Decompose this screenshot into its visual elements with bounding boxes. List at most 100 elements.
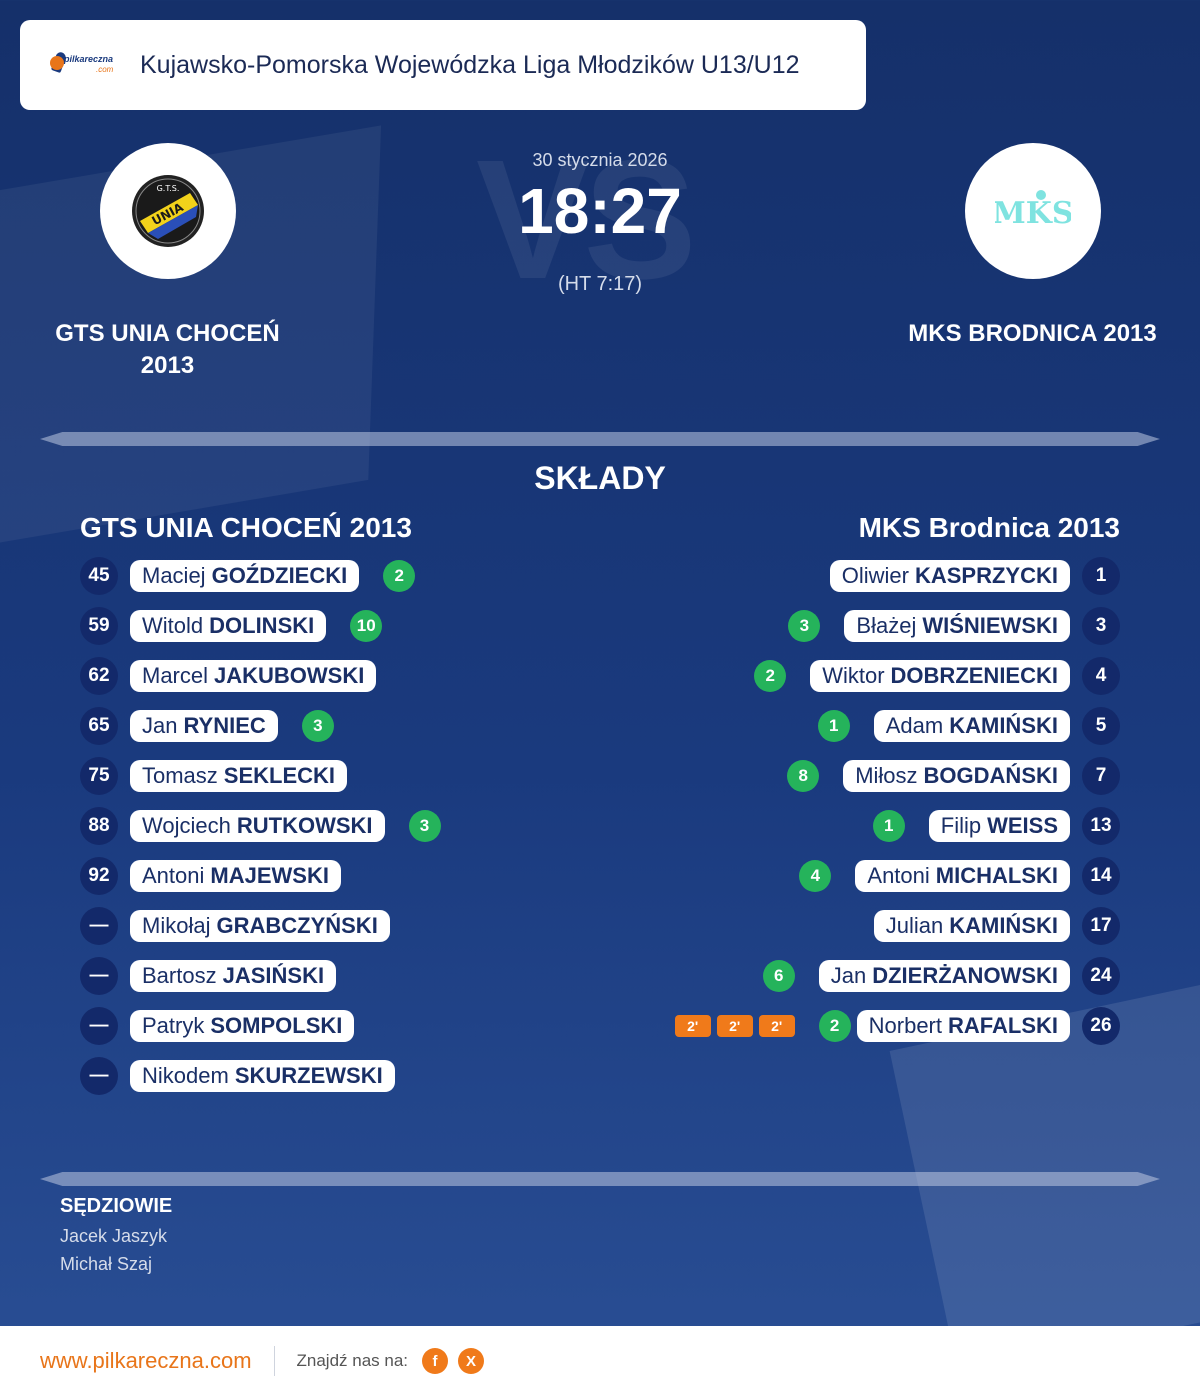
- mks-crest-icon: MKS: [995, 190, 1071, 231]
- goals-badge: 3: [301, 710, 334, 742]
- player-first-name: Maciej: [142, 563, 206, 588]
- player-first-name: Mikołaj: [142, 913, 211, 938]
- player-number: —: [80, 957, 118, 995]
- player-first-name: Filip: [940, 813, 982, 838]
- player-number: —: [80, 1007, 118, 1045]
- player-first-name: Wojciech: [142, 813, 231, 838]
- match-date: 30 stycznia 2026: [532, 150, 668, 170]
- player-first-name: Norbert: [868, 1013, 942, 1038]
- player-row: 88 Wojciech RUTKOWSKI 3: [80, 807, 441, 845]
- player-last-name: WEISS: [987, 813, 1058, 838]
- player-first-name: Oliwier: [841, 563, 909, 588]
- player-row: 5 Adam KAMIŃSKI 1: [817, 707, 1120, 745]
- player-first-name: Antoni: [142, 863, 205, 888]
- player-name[interactable]: Norbert RAFALSKI: [856, 1010, 1070, 1042]
- final-score: 18:27: [518, 175, 682, 247]
- x-icon[interactable]: X: [458, 1348, 485, 1374]
- player-name[interactable]: Patryk SOMPOLSKI: [130, 1010, 355, 1042]
- player-row: 24 Jan DZIERŻANOWSKI 6: [762, 957, 1120, 995]
- player-name[interactable]: Tomasz SEKLECKI: [130, 760, 348, 792]
- player-row: 59 Witold DOLINSKI 10: [80, 607, 383, 645]
- lineups-title: SKŁADY: [534, 460, 666, 496]
- player-last-name: WIŚNIEWSKI: [922, 613, 1058, 638]
- player-name[interactable]: Wiktor DOBRZENIECKI: [810, 660, 1070, 692]
- home-team-logo: G.T.S. UNIA: [100, 143, 236, 279]
- player-number: 75: [80, 757, 118, 795]
- player-name[interactable]: Mikołaj GRABCZYŃSKI: [130, 910, 390, 942]
- player-last-name: RYNIEC: [183, 713, 266, 738]
- player-name[interactable]: Marcel JAKUBOWSKI: [130, 660, 377, 692]
- player-row: 65 Jan RYNIEC 3: [80, 707, 334, 745]
- away-lineup-title: MKS Brodnica 2013: [858, 512, 1120, 543]
- player-row: — Mikołaj GRABCZYŃSKI: [80, 907, 390, 945]
- svg-text:G.T.S.: G.T.S.: [157, 184, 180, 193]
- player-number: 92: [80, 857, 118, 895]
- player-name[interactable]: Błażej WIŚNIEWSKI: [844, 610, 1070, 642]
- player-row: 17 Julian KAMIŃSKI: [873, 907, 1120, 945]
- goals-badge: 10: [350, 610, 383, 642]
- player-name[interactable]: Miłosz BOGDAŃSKI: [843, 760, 1070, 792]
- player-name[interactable]: Filip WEISS: [928, 810, 1070, 842]
- player-last-name: GOŹDZIECKI: [211, 563, 348, 588]
- player-last-name: JAKUBOWSKI: [214, 663, 365, 688]
- player-last-name: GRABCZYŃSKI: [216, 913, 378, 938]
- goals-badge: 2: [383, 560, 416, 592]
- player-last-name: DOLINSKI: [209, 613, 315, 638]
- player-name[interactable]: Bartosz JASIŃSKI: [130, 960, 337, 992]
- player-number: 3: [1082, 607, 1120, 645]
- player-last-name: RAFALSKI: [948, 1013, 1058, 1038]
- player-name[interactable]: Antoni MAJEWSKI: [130, 860, 341, 892]
- player-row: 1 Oliwier KASPRZYCKI: [829, 557, 1120, 595]
- goals-badge: 2: [818, 1010, 851, 1042]
- away-team-logo: MKS: [965, 143, 1101, 279]
- player-name[interactable]: Antoni MICHALSKI: [855, 860, 1070, 892]
- player-number: 17: [1082, 907, 1120, 945]
- unia-crest-icon: G.T.S. UNIA: [132, 175, 204, 247]
- player-name[interactable]: Nikodem SKURZEWSKI: [130, 1060, 395, 1092]
- player-row: 75 Tomasz SEKLECKI: [80, 757, 348, 795]
- player-name[interactable]: Julian KAMIŃSKI: [873, 910, 1070, 942]
- pilkareczna-logo-icon[interactable]: pilkareczna .com: [50, 50, 122, 80]
- player-first-name: Antoni: [867, 863, 930, 888]
- facebook-icon[interactable]: f: [422, 1348, 449, 1374]
- website-link[interactable]: www.pilkareczna.com: [40, 1348, 252, 1373]
- player-name[interactable]: Maciej GOŹDZIECKI: [130, 560, 360, 592]
- away-team-name: MKS BRODNICA 2013: [908, 320, 1157, 347]
- player-name[interactable]: Oliwier KASPRZYCKI: [829, 560, 1070, 592]
- player-name[interactable]: Adam KAMIŃSKI: [873, 710, 1070, 742]
- player-row: — Patryk SOMPOLSKI: [80, 1007, 355, 1045]
- goals-badge: 3: [788, 610, 821, 642]
- player-row: 14 Antoni MICHALSKI 4: [799, 857, 1120, 895]
- player-number: 13: [1082, 807, 1120, 845]
- goals-badge: 3: [408, 810, 441, 842]
- goals-badge: 6: [762, 960, 795, 992]
- player-first-name: Witold: [142, 613, 204, 638]
- player-last-name: DOBRZENIECKI: [890, 663, 1058, 688]
- player-first-name: Patryk: [142, 1013, 205, 1038]
- player-last-name: SOMPOLSKI: [210, 1013, 343, 1038]
- player-name[interactable]: Witold DOLINSKI: [130, 610, 327, 642]
- player-first-name: Wiktor: [822, 663, 885, 688]
- footer: www.pilkareczna.com Znajdź nas na: f X: [0, 1326, 1200, 1396]
- goals-badge: 2: [754, 660, 787, 692]
- player-name[interactable]: Jan DZIERŻANOWSKI: [818, 960, 1070, 992]
- player-last-name: RUTKOWSKI: [236, 813, 373, 838]
- player-number: 5: [1082, 707, 1120, 745]
- divider: [40, 432, 1160, 446]
- divider: [40, 1172, 1160, 1186]
- league-title: Kujawsko-Pomorska Wojewódzka Liga Młodzi…: [140, 50, 800, 79]
- suspension-badge: 2': [716, 1015, 753, 1037]
- player-first-name: Tomasz: [142, 763, 218, 788]
- footer-separator: [273, 1346, 275, 1376]
- player-name[interactable]: Wojciech RUTKOWSKI: [130, 810, 385, 842]
- player-number: 14: [1082, 857, 1120, 895]
- player-first-name: Jan: [142, 713, 178, 738]
- player-name[interactable]: Jan RYNIEC: [130, 710, 278, 742]
- player-number: —: [80, 1057, 118, 1095]
- player-number: 1: [1082, 557, 1120, 595]
- player-first-name: Bartosz: [142, 963, 217, 988]
- player-last-name: KAMIŃSKI: [949, 913, 1058, 938]
- svg-text:MKS: MKS: [995, 196, 1071, 231]
- goals-badge: 8: [787, 760, 820, 792]
- player-number: 62: [80, 657, 118, 695]
